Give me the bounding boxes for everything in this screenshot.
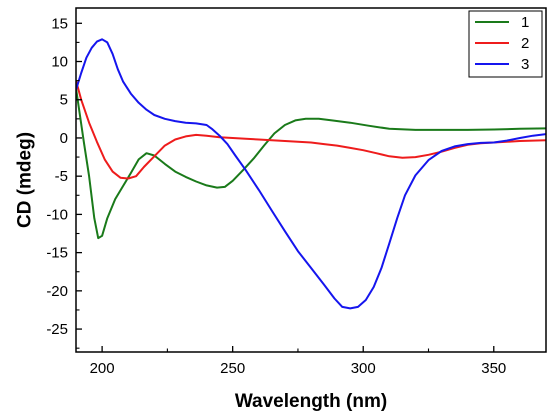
series-2-line xyxy=(76,80,546,180)
plot-frame xyxy=(75,7,547,353)
series-3-line xyxy=(76,38,546,310)
legend-label-3: 3 xyxy=(521,56,529,73)
x-axis-title: Wavelength (nm) xyxy=(235,391,387,412)
y-tick-label: -25 xyxy=(46,321,68,338)
x-tick-label: 250 xyxy=(220,360,245,377)
y-tick-label: 5 xyxy=(60,92,68,109)
y-tick-label: -20 xyxy=(46,283,68,300)
y-tick-label: -5 xyxy=(55,168,68,185)
y-tick-label: -15 xyxy=(46,245,68,262)
legend: 1 2 3 xyxy=(468,10,543,78)
plot-lines xyxy=(76,38,546,310)
axis-ticks xyxy=(76,22,495,352)
legend-label-2: 2 xyxy=(521,35,529,52)
tick-labels: 200 250 300 350 15 10 5 0 -5 -10 -15 -20 -25 xyxy=(46,15,506,377)
x-tick-label: 300 xyxy=(351,360,376,377)
x-tick-label: 200 xyxy=(90,360,115,377)
legend-label-1: 1 xyxy=(521,14,529,31)
y-tick-label: -10 xyxy=(46,206,68,223)
y-tick-label: 0 xyxy=(60,130,68,147)
y-tick-label: 15 xyxy=(51,15,68,32)
y-axis-title: CD (mdeg) xyxy=(15,132,36,228)
y-tick-label: 10 xyxy=(51,54,68,71)
x-tick-label: 350 xyxy=(481,360,506,377)
series-1-line xyxy=(76,88,546,240)
